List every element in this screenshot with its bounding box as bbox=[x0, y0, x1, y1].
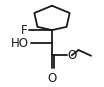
Text: HO: HO bbox=[11, 37, 29, 50]
Text: O: O bbox=[67, 49, 77, 62]
Text: O: O bbox=[47, 72, 57, 85]
Text: F: F bbox=[20, 24, 27, 37]
